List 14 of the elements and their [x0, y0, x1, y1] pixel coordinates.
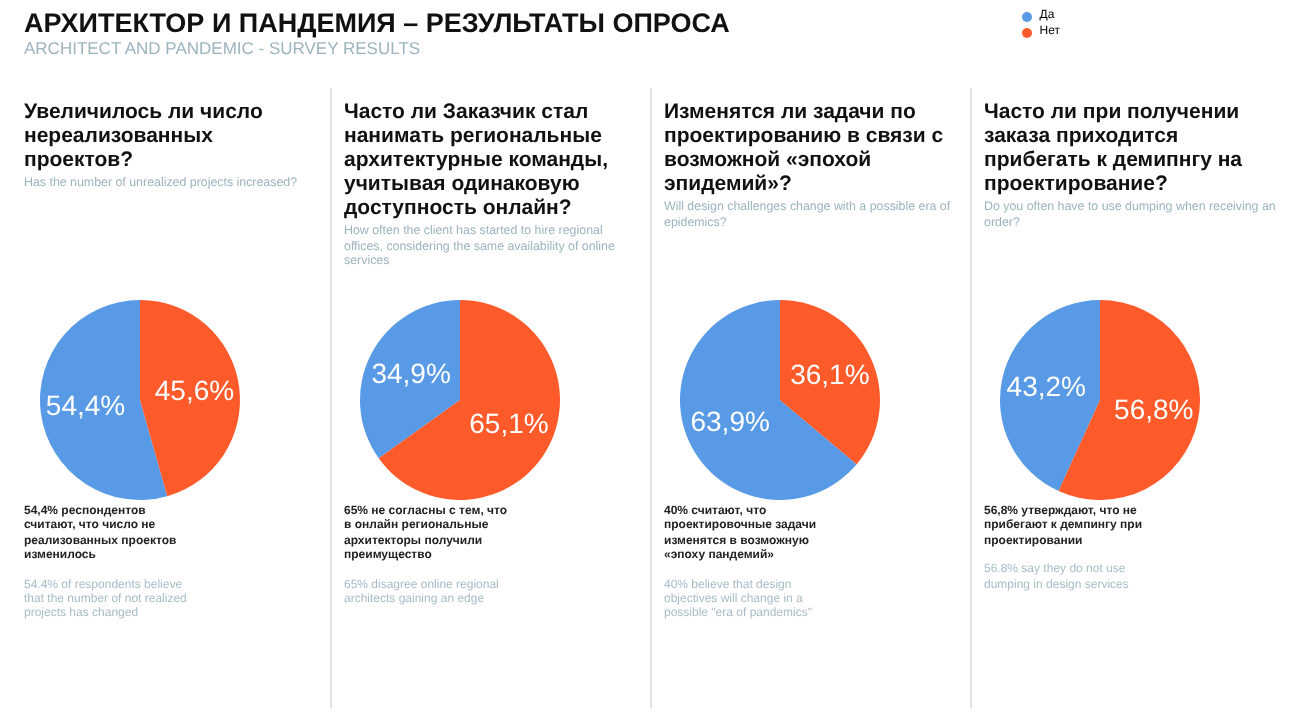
chart-title: Изменятся ли задачи по проектированию в связи с возможной «эпохой эпидемий»?	[664, 100, 944, 196]
text: АРХИТЕКТОР И ПАНДЕМИЯ – РЕЗУЛЬТАТЫ ОПРОСА	[24, 8, 730, 38]
data-label: 65,1%	[469, 406, 549, 439]
data-label: 45,6%	[154, 374, 235, 407]
data-label: 43,2%	[1006, 370, 1086, 403]
data-label: 36,1%	[790, 358, 870, 391]
chart-title: Часто ли Заказчик стал нанимать региональные архитектурные команды, учитывая одинаковую доступность онлайн?	[344, 100, 610, 220]
text: Увеличилось ли число нереализованных проектов?	[24, 100, 265, 172]
data-label: 63,9%	[690, 404, 770, 437]
data-label: 54,4%	[45, 389, 126, 422]
chart-title: Часто ли при получении заказа приходится прибегать к демипнгу на проектирование?	[984, 100, 1245, 196]
data-label: 56,8%	[1114, 393, 1194, 426]
text: ARCHITECT AND PANDEMIC - SURVEY RESULTS	[24, 38, 423, 58]
data-label: 34,9%	[371, 356, 451, 389]
